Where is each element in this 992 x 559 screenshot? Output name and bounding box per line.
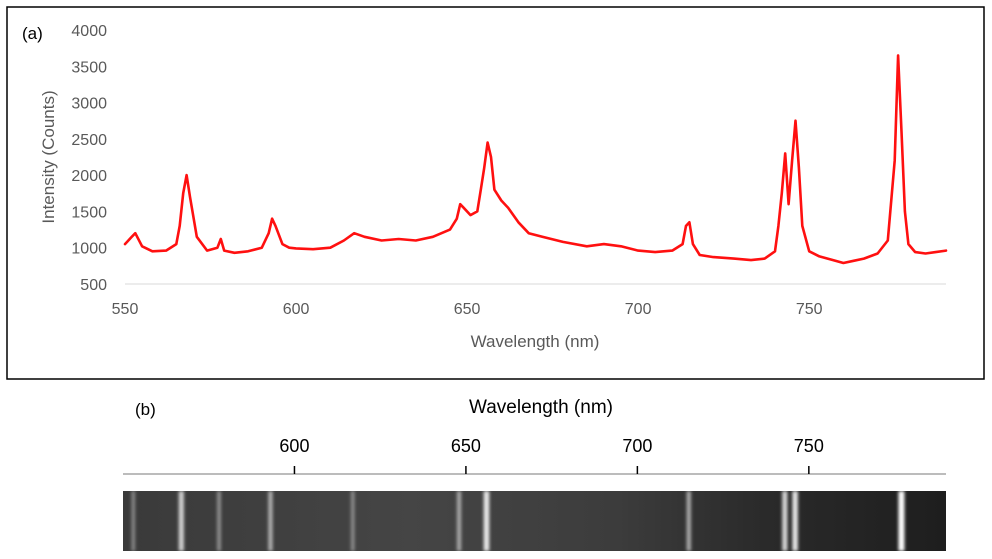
y-tick-labels: 500 1000 1500 2000 2500 3000 3500 4000	[71, 23, 107, 294]
panel-a-label: (a)	[22, 24, 43, 43]
panel-b-ticks: 600 650 700 750	[279, 436, 824, 474]
spectrum-line	[782, 491, 788, 551]
x-tick-label: 700	[625, 301, 652, 318]
spectrum-strip	[123, 491, 946, 551]
panel-b-tick-label: 600	[279, 436, 309, 456]
spectrum-line	[350, 491, 355, 551]
y-tick-label: 1500	[71, 204, 107, 221]
panel-b-label: (b)	[135, 400, 156, 419]
panel-b-axis-title: Wavelength (nm)	[469, 397, 613, 418]
y-tick-label: 1000	[71, 241, 107, 258]
spectrum-line	[178, 491, 184, 551]
x-tick-labels: 550 600 650 700 750	[112, 301, 823, 318]
x-tick-label: 750	[796, 301, 823, 318]
panel-b-tick-label: 650	[451, 436, 481, 456]
x-axis-title: Wavelength (nm)	[471, 332, 600, 351]
x-tick-label: 550	[112, 301, 139, 318]
x-tick-label: 650	[454, 301, 481, 318]
y-axis-title: Intensity (Counts)	[39, 90, 58, 223]
y-tick-label: 3000	[71, 96, 107, 113]
spectrum-line	[483, 491, 490, 551]
y-tick-label: 3500	[71, 59, 107, 76]
spectrum-line	[792, 491, 798, 551]
spectrum-line	[217, 491, 221, 551]
panel-b-tick-label: 750	[794, 436, 824, 456]
series-line	[123, 54, 948, 265]
spectrum-line	[456, 491, 462, 551]
spectrum-line	[898, 491, 905, 551]
panel-a: (a) 500 1000 1500 2000 2500 3000 3500 4000 550 6…	[6, 6, 985, 380]
y-tick-label: 500	[80, 277, 107, 294]
spectrum-line	[268, 491, 273, 551]
x-tick-label: 600	[283, 301, 310, 318]
y-tick-label: 2000	[71, 168, 107, 185]
panel-b-tick-label: 700	[622, 436, 652, 456]
panel-b: (b) Wavelength (nm) 600 650 700 750	[123, 397, 946, 551]
spectrum-line	[131, 491, 136, 551]
spectrum-line	[686, 491, 691, 551]
y-tick-label: 4000	[71, 23, 107, 40]
y-tick-label: 2500	[71, 132, 107, 149]
spectrum-lines	[131, 491, 905, 551]
